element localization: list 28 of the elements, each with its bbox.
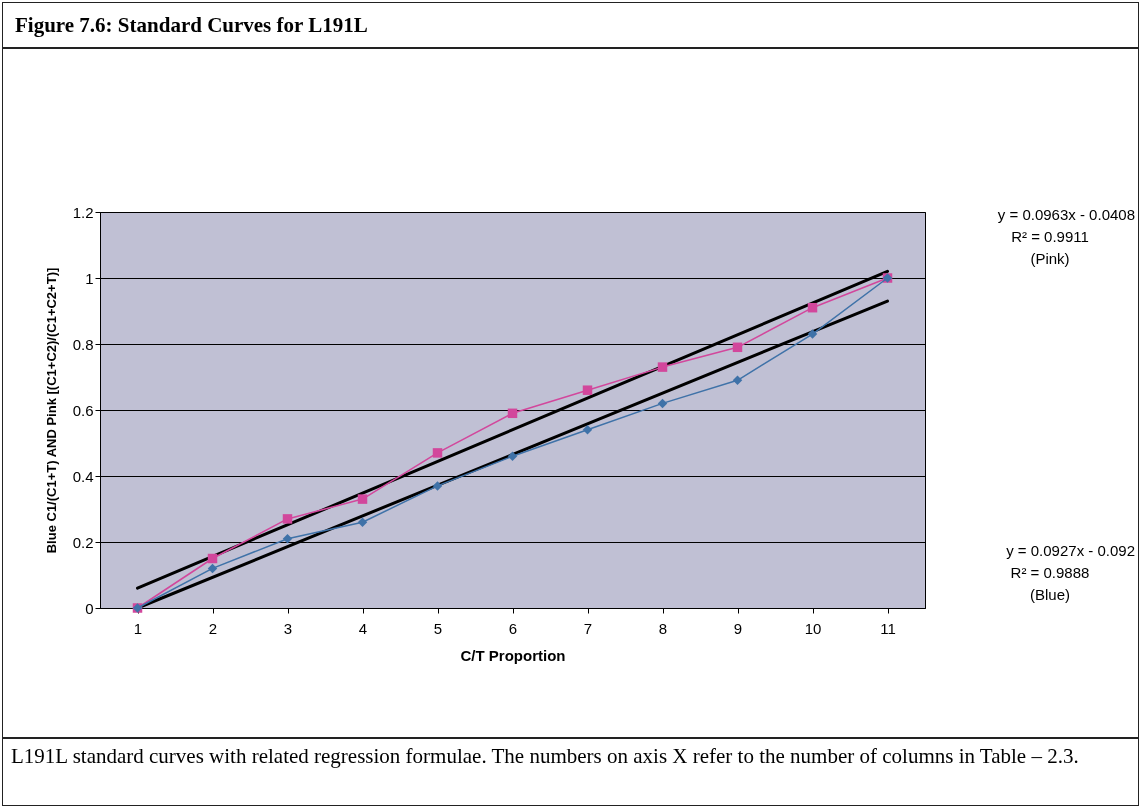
y-tick-label: 0.6 [72, 401, 94, 419]
y-axis-title: Blue C1/(C1+T) AND Pink [(C1+C2)/(C1+C2+T)] [43, 267, 59, 554]
x-tick-label: 3 [283, 619, 293, 637]
x-tick-label: 4 [358, 619, 368, 637]
x-tick-label: 7 [583, 619, 593, 637]
x-tick-label: 11 [880, 619, 896, 637]
x-axis-title: C/T Proportion [460, 646, 566, 664]
text: y = 0.0927x - 0.092 [1005, 541, 1135, 561]
text: (Blue) [1029, 584, 1071, 605]
y-tick-label: 0.4 [72, 467, 94, 485]
y-tick-label: 0 [85, 599, 94, 617]
x-tick-label: 6 [508, 619, 518, 637]
text: L191L standard curves with related regression formulae. The numbers on axis X refer to the number of columns in Table – 2.3. [2, 738, 1139, 806]
x-tick-label: 2 [208, 619, 218, 637]
y-tick-label: 0.2 [72, 533, 94, 551]
chart-title: Figure 7.6: Standard Curves for L191L [2, 2, 1139, 48]
y-tick-label: 0.8 [72, 335, 94, 353]
text: y = 0.0963x - 0.0408 [996, 205, 1135, 225]
y-tick-label: 1.2 [72, 203, 94, 221]
text: R² = 0.9911 [1010, 226, 1090, 247]
x-tick-label: 9 [733, 619, 743, 637]
x-tick-label: 10 [804, 619, 822, 637]
x-tick-label: 5 [433, 619, 443, 637]
y-tick-label: 1 [85, 269, 94, 287]
text: R² = 0.9888 [1009, 562, 1091, 583]
text: (Pink) [1029, 248, 1071, 269]
x-tick-label: 8 [658, 619, 668, 637]
x-tick-label: 1 [133, 619, 143, 637]
